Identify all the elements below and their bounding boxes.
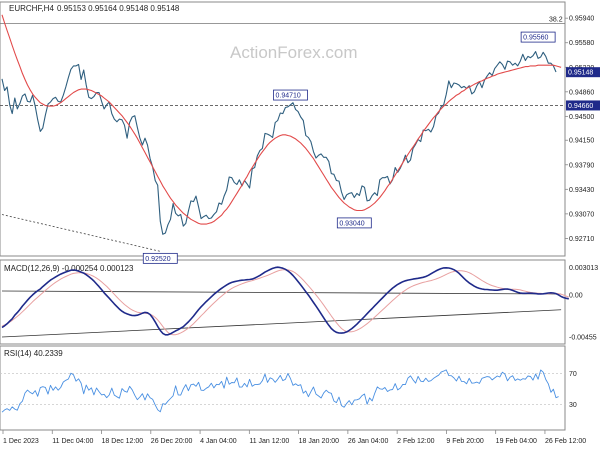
price-line — [1, 51, 557, 235]
current-price-tag — [566, 67, 600, 78]
price-tick-label: 0.94860 — [569, 89, 594, 96]
annotation-label: 0.94710 — [275, 93, 300, 100]
macd-tick-label: 0.00 — [569, 293, 583, 300]
time-tick-label: 26 Feb 12:00 — [545, 438, 586, 445]
time-tick-label: 1 Dec 2023 — [3, 438, 39, 445]
annotation-label: 0.95560 — [523, 35, 548, 42]
support-tag-text: 0.94660 — [568, 103, 593, 110]
time-tick-label: 9 Feb 20:00 — [446, 438, 483, 445]
rsi-title: RSI(14) 40.2339 — [4, 349, 63, 358]
macd-axis: 0.003013 0.00 -0.00455 — [569, 265, 598, 341]
time-tick-label: 18 Dec 12:00 — [102, 438, 144, 445]
rsi-axis: 70 30 — [569, 371, 577, 409]
price-tick-label: 0.93790 — [569, 162, 594, 169]
time-tick-label: 19 Feb 04:00 — [496, 438, 537, 445]
macd-series — [1, 266, 569, 336]
rsi-line — [1, 369, 559, 413]
fib-label: 38.2 — [549, 17, 563, 24]
time-axis: 1 Dec 2023 11 Dec 04:00 18 Dec 12:00 26 Dec… — [2, 430, 586, 445]
macd-trendlines — [1, 290, 562, 338]
price-tick-label: 0.94150 — [569, 138, 594, 145]
time-tick-label: 2 Feb 12:00 — [397, 438, 434, 445]
price-axis: 0.959400.955800.952200.948600.945000.941… — [565, 16, 594, 243]
header-symbol: EURCHF,H4 — [9, 4, 54, 13]
price-series — [1, 51, 557, 235]
time-tick-label: 11 Dec 04:00 — [52, 438, 93, 445]
rsi-tick-label: 70 — [569, 371, 577, 378]
macd-trendline — [1, 290, 562, 295]
time-tick-label: 4 Jan 04:00 — [200, 438, 237, 445]
price-tick-label: 0.93070 — [569, 211, 594, 218]
main-panel-frame — [0, 1, 566, 257]
rsi-series — [1, 369, 559, 413]
price-tick-label: 0.93430 — [569, 187, 594, 194]
time-tick-label: 26 Jan 04:00 — [348, 438, 389, 445]
price-tick-label: 0.92710 — [569, 236, 594, 243]
header-ohlc: 0.95153 0.95164 0.95148 0.95148 — [57, 4, 180, 13]
macd-trendline — [1, 309, 562, 338]
macd-tick-label: -0.00455 — [569, 334, 597, 341]
price-tick-label: 0.95940 — [569, 16, 594, 23]
annotation-labels: 0.92520 0.94710 0.93040 0.95560 — [142, 31, 556, 264]
time-tick-label: 26 Dec 20:00 — [151, 438, 193, 445]
annotation-box — [336, 217, 372, 229]
annotation-label: 0.92520 — [145, 256, 170, 263]
time-tick-label: 18 Jan 20:00 — [299, 438, 340, 445]
macd-title: MACD(12,26,9) -0.000254 0.000123 — [4, 264, 134, 273]
ma-line — [1, 14, 562, 225]
current-price-text: 0.95148 — [568, 70, 593, 77]
trendline — [1, 214, 161, 252]
time-tick-label: 11 Jan 12:00 — [249, 438, 289, 445]
annotation-box — [142, 252, 178, 264]
annotation-box — [273, 89, 308, 101]
macd-tick-label: 0.003013 — [569, 265, 598, 272]
support-tag — [566, 100, 600, 111]
watermark: ActionForex.com — [230, 43, 358, 62]
annotation-box — [520, 31, 556, 43]
rsi-panel-frame — [0, 345, 566, 431]
trendline-main — [1, 214, 161, 252]
price-tick-label: 0.94500 — [569, 114, 594, 121]
annotation-label: 0.93040 — [339, 220, 364, 227]
price-tick-label: 0.95580 — [569, 40, 594, 47]
ma-series — [1, 14, 562, 225]
macd-line — [1, 266, 569, 336]
rsi-tick-label: 30 — [569, 402, 577, 409]
